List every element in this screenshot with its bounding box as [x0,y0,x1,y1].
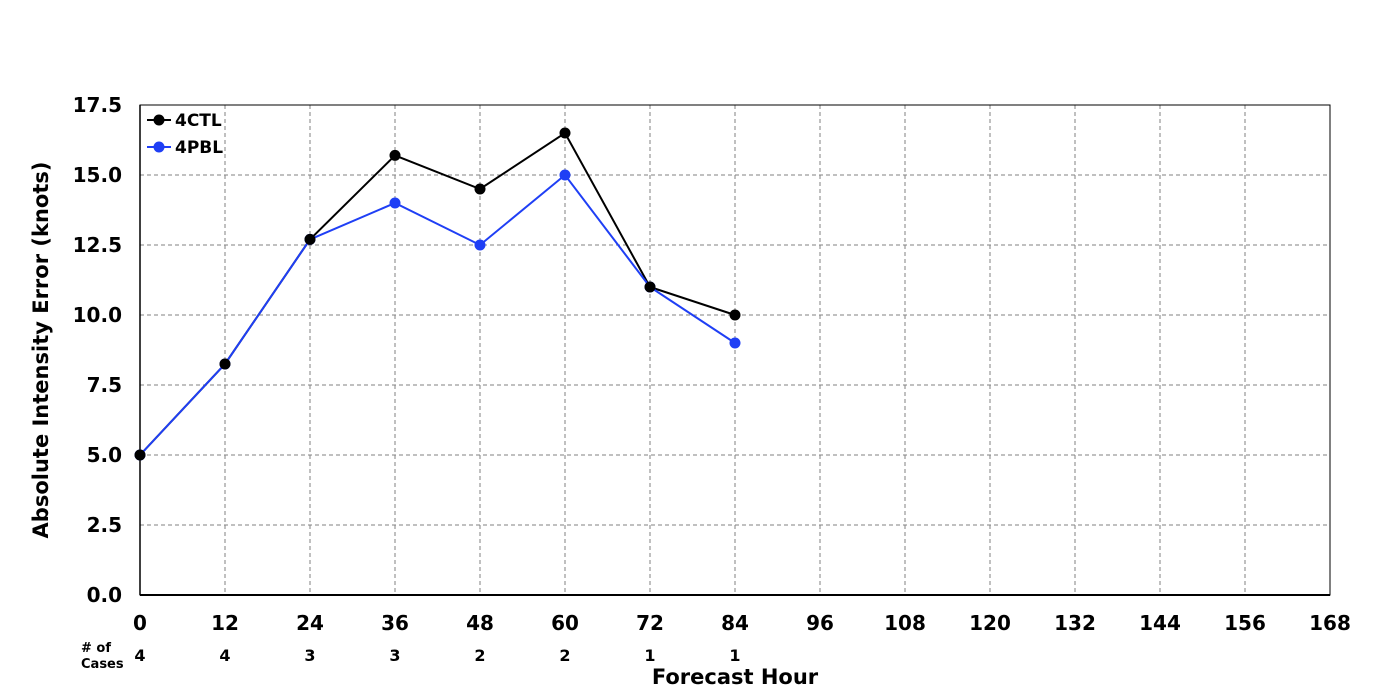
y-tick-label: 0.0 [87,583,122,607]
y-tick-label: 15.0 [73,163,122,187]
axis-ticks: 0 12 24 36 48 60 72 84 96 108 120 132 144 156 168 0.0 2.… [73,93,1351,635]
cases-label: # of [81,641,111,656]
series-line-4ctl [139,131,736,456]
case-count: 2 [559,646,570,665]
x-tick-label: 120 [969,611,1011,635]
y-tick-label: 17.5 [73,93,122,117]
legend-marker [153,114,165,126]
y-tick-label: 2.5 [87,513,122,537]
case-count: 1 [729,646,740,665]
x-tick-label: 48 [466,611,494,635]
data-point-4ctl [389,149,401,161]
data-point-4ctl [219,358,231,370]
data-point-4pbl [729,337,741,349]
cases-label: Cases [81,657,124,672]
case-count: 2 [474,646,485,665]
x-tick-label: 144 [1139,611,1181,635]
x-tick-label: 108 [884,611,926,635]
data-point-4ctl [644,281,656,293]
y-tick-label: 12.5 [73,233,122,257]
legend: 4CTL 4PBL [147,111,223,158]
data-point-4pbl [559,169,571,181]
series-line-4pbl [139,173,736,456]
x-tick-label: 168 [1309,611,1351,635]
x-tick-label: 36 [381,611,409,635]
case-count: 3 [389,646,400,665]
data-point-4ctl [134,449,146,461]
x-tick-label: 84 [721,611,749,635]
y-tick-label: 10.0 [73,303,122,327]
data-point-4ctl [729,309,741,321]
x-tick-label: 0 [133,611,147,635]
data-point-4ctl [474,183,486,195]
series [134,127,741,461]
data-point-4ctl [559,127,571,139]
x-tick-label: 96 [806,611,834,635]
legend-label: 4CTL [175,111,222,131]
case-count: 4 [219,646,230,665]
data-point-4pbl [389,197,401,209]
y-tick-label: 7.5 [87,373,122,397]
x-tick-label: 60 [551,611,579,635]
x-tick-label: 12 [211,611,239,635]
x-tick-label: 24 [296,611,324,635]
case-count: 1 [644,646,655,665]
case-count: 3 [304,646,315,665]
data-point-4ctl [304,233,316,245]
y-tick-label: 5.0 [87,443,122,467]
y-axis-label: Absolute Intensity Error (knots) [29,162,53,539]
x-tick-label: 156 [1224,611,1266,635]
x-axis-label: Forecast Hour [652,665,819,689]
grid [140,105,1330,595]
legend-marker [153,141,165,153]
case-count: 4 [134,646,145,665]
x-tick-label: 72 [636,611,664,635]
x-tick-label: 132 [1054,611,1096,635]
data-point-4pbl [474,239,486,251]
legend-label: 4PBL [175,138,223,158]
